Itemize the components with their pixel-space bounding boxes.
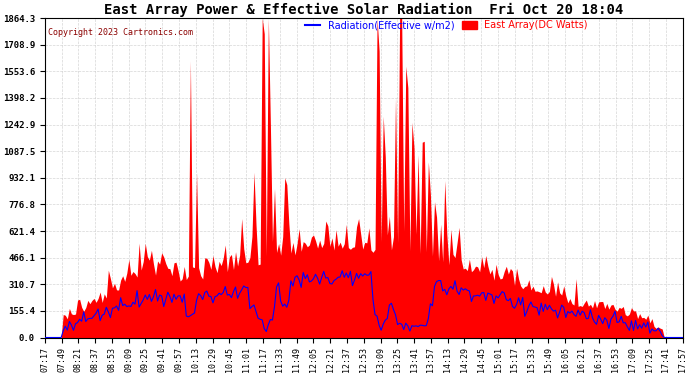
Title: East Array Power & Effective Solar Radiation  Fri Oct 20 18:04: East Array Power & Effective Solar Radia… <box>104 3 623 17</box>
Text: Copyright 2023 Cartronics.com: Copyright 2023 Cartronics.com <box>48 28 193 37</box>
Legend: Radiation(Effective w/m2), East Array(DC Watts): Radiation(Effective w/m2), East Array(DC… <box>302 16 592 34</box>
